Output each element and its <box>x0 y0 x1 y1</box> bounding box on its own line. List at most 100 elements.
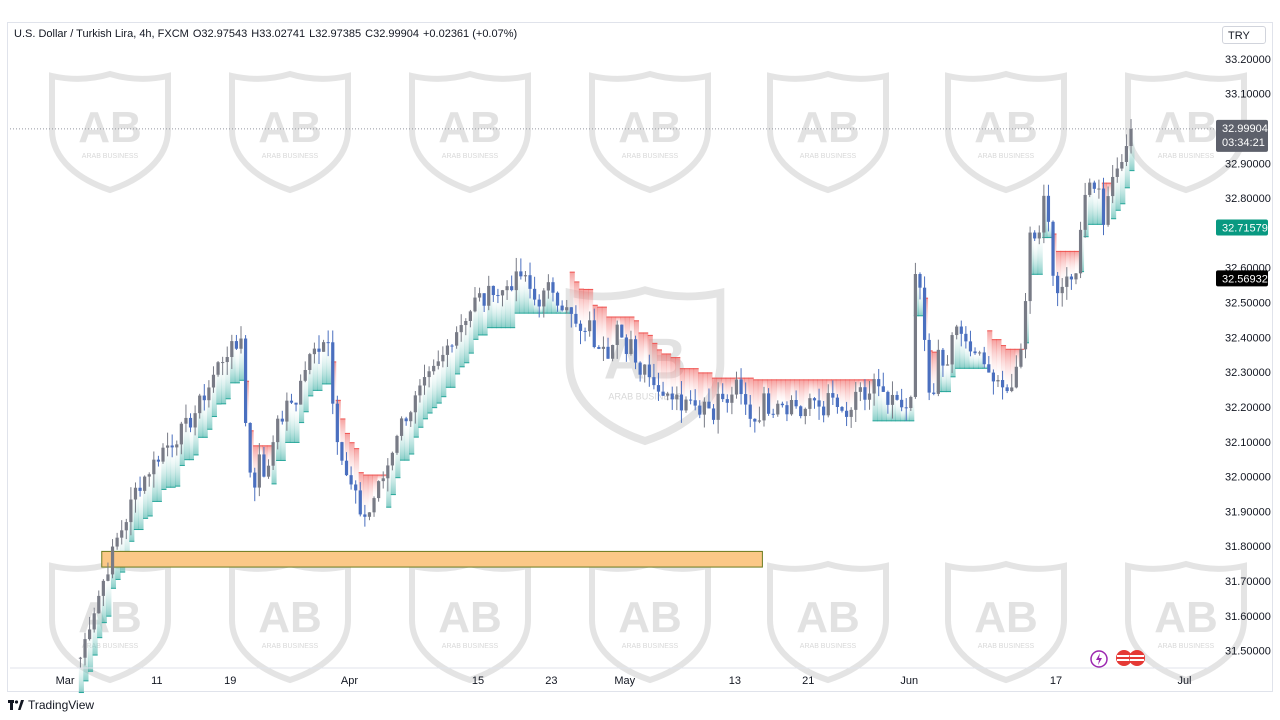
trail-band <box>844 379 851 417</box>
candle-body <box>156 459 161 462</box>
us-flag-icon[interactable] <box>1129 650 1145 666</box>
trail-line <box>436 402 442 404</box>
trail-line <box>1046 237 1052 239</box>
candle-body <box>881 386 885 392</box>
candle-body <box>867 393 872 400</box>
candle-body <box>165 445 170 448</box>
trail-band <box>399 418 406 461</box>
trail-line <box>432 407 438 409</box>
y-tick-label: 32.40000 <box>1225 332 1271 344</box>
trail-line <box>170 486 176 488</box>
trail-line <box>1124 187 1130 189</box>
trail-band <box>661 353 667 396</box>
candle-body <box>945 364 950 366</box>
trail-line <box>308 395 314 397</box>
y-tick-label: 31.50000 <box>1225 646 1271 658</box>
trail-band <box>234 348 240 383</box>
trail-band <box>858 379 864 388</box>
trail-band <box>670 357 676 400</box>
candle-body <box>1033 232 1037 239</box>
candle-body <box>615 324 619 345</box>
candle-body <box>482 293 486 306</box>
candle-body <box>188 417 193 428</box>
trail-band <box>551 292 557 314</box>
trail-line <box>533 312 539 314</box>
candle-body <box>266 465 271 477</box>
trail-band <box>890 394 896 421</box>
candle-body <box>519 271 523 277</box>
candle-body <box>78 657 83 659</box>
trail-band <box>404 421 410 461</box>
trail-line <box>1014 348 1020 350</box>
candle-body <box>854 391 858 410</box>
candle-body <box>363 514 367 517</box>
candle-body <box>110 546 115 575</box>
us-flag-icon[interactable] <box>1116 650 1132 666</box>
tradingview-logo-icon <box>8 700 24 710</box>
flag-stripe <box>1130 655 1144 657</box>
event-icons[interactable] <box>1090 650 1145 668</box>
footer-brand[interactable]: TradingView <box>8 698 94 712</box>
candle-body <box>455 332 459 346</box>
y-tick-label: 33.20000 <box>1225 54 1271 66</box>
trail-band <box>78 657 84 693</box>
trail-line <box>721 377 727 379</box>
trail-band <box>266 445 273 466</box>
trail-band <box>638 332 644 375</box>
trail-line <box>477 334 484 336</box>
last-price-tag: 32.99904 <box>1222 123 1268 135</box>
candle-body <box>652 377 656 386</box>
watermark-logo <box>232 74 348 190</box>
trail-band <box>918 287 924 316</box>
trail-line <box>514 312 520 314</box>
trail-line <box>844 379 851 381</box>
x-tick-label: 21 <box>802 675 814 687</box>
trail-line <box>978 367 984 369</box>
trail-band <box>629 316 635 340</box>
candle-body <box>711 408 716 420</box>
trail-band <box>803 379 809 409</box>
trail-band <box>1005 349 1011 392</box>
trail-line <box>982 367 988 369</box>
trail-line <box>216 403 222 405</box>
candle-body <box>982 352 986 365</box>
trail-band <box>867 379 874 394</box>
candle-body <box>1005 387 1009 392</box>
trail-line <box>358 472 364 474</box>
trail-line <box>872 420 878 422</box>
trail-band <box>409 412 415 455</box>
trail-line <box>409 453 415 455</box>
candle-body <box>633 339 638 363</box>
candle-body <box>1019 349 1023 367</box>
time-axis[interactable]: Mar 11 19 Apr 15 23 May 13 21 Jun 17 Jul <box>10 667 1212 687</box>
symbol-title[interactable]: U.S. Dollar / Turkish Lira, 4h, FXCM <box>14 28 189 40</box>
trail-band <box>1111 176 1117 219</box>
price-axis[interactable]: 33.2000033.1000032.9000032.8000032.60000… <box>1225 54 1271 658</box>
candle-body <box>776 403 780 415</box>
candle-body <box>955 326 959 336</box>
trail-line <box>133 529 139 531</box>
candle-body <box>991 372 995 382</box>
trail-band <box>606 316 612 359</box>
trail-line <box>744 377 750 379</box>
candle-body <box>638 362 642 375</box>
trail-band <box>987 330 993 373</box>
trail-line <box>890 420 896 422</box>
trail-band <box>225 357 231 399</box>
candle-body <box>739 379 743 395</box>
currency-selector[interactable]: TRY <box>1222 26 1266 44</box>
candle-body <box>675 394 679 400</box>
trail-line <box>110 587 117 589</box>
trail-band <box>321 342 328 384</box>
candle-body <box>1101 188 1106 225</box>
candle-body <box>152 459 156 475</box>
candle-body <box>1120 162 1124 169</box>
candle-body <box>808 398 812 409</box>
trail-line <box>280 459 286 461</box>
trail-line <box>381 474 387 476</box>
trail-line <box>849 379 855 381</box>
x-tick-label: 19 <box>224 675 236 687</box>
trail-band <box>1097 188 1103 225</box>
trail-band <box>624 316 630 354</box>
